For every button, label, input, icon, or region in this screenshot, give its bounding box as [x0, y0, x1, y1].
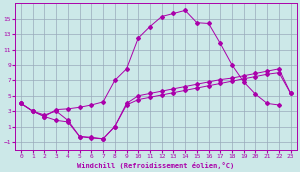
X-axis label: Windchill (Refroidissement éolien,°C): Windchill (Refroidissement éolien,°C): [77, 162, 235, 169]
